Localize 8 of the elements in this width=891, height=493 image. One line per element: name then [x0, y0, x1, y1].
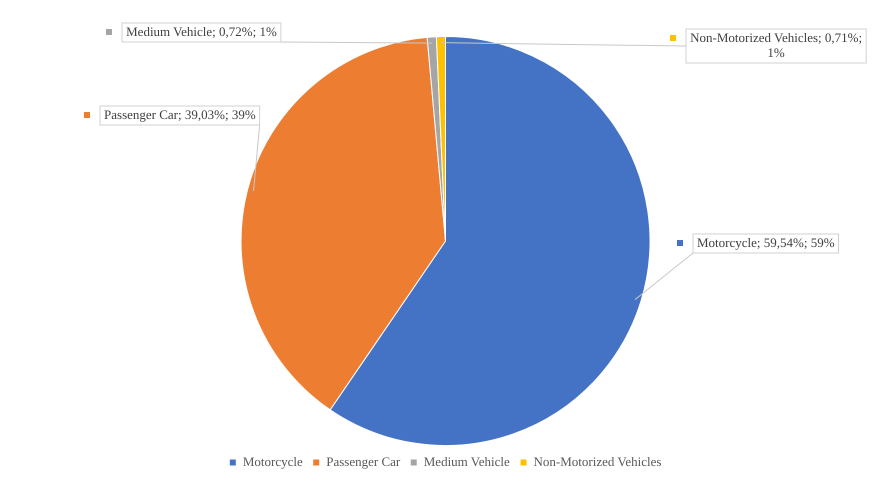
legend-label: Motorcycle: [242, 454, 303, 469]
legend-label: Passenger Car: [326, 454, 401, 469]
data-label: Passenger Car; 39,03%; 39%: [104, 106, 256, 122]
data-label: Medium Vehicle; 0,72%; 1%: [126, 24, 277, 39]
legend-label: Medium Vehicle: [424, 454, 510, 469]
legend-label: Non-Motorized Vehicles: [534, 454, 662, 469]
data-label: Non-Motorized Vehicles; 0,71%; 1%: [690, 30, 862, 60]
data-label: Motorcycle; 59,54%; 59%: [696, 234, 835, 250]
